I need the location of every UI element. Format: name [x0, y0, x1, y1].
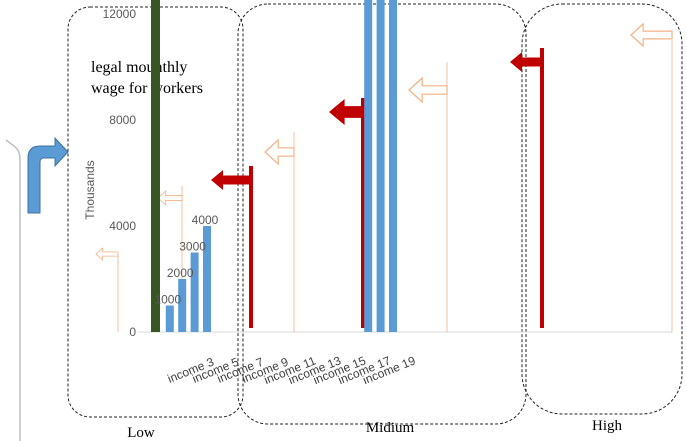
data-label: 3000 [179, 240, 206, 254]
bar [364, 0, 373, 332]
red-arrow-icon [211, 170, 251, 190]
bar [190, 252, 199, 332]
outline-arrow-icon [408, 76, 448, 104]
bent-arrow-icon [27, 136, 69, 214]
group-box-medium [237, 3, 527, 425]
y-tick-label: 8000 [109, 113, 136, 127]
group-label-medium: Midium [366, 420, 415, 436]
group-label-high: High [592, 418, 623, 434]
minimum-wage-bar [151, 0, 160, 332]
group-label-low: Low [127, 425, 155, 441]
left-panel-edge [5, 139, 21, 441]
data-label: 2000 [167, 266, 194, 280]
outline-arrow-icon [157, 190, 183, 206]
outline-arrow-icon [95, 247, 119, 261]
bar [203, 226, 211, 332]
decorations [95, 22, 673, 332]
bars-layer [151, 0, 397, 332]
y-tick-label: 4000 [109, 219, 136, 233]
bar [178, 279, 187, 332]
red-arrow-icon [329, 99, 363, 125]
outline-arrow-icon [630, 22, 673, 48]
y-tick-label: 12000 [103, 7, 137, 21]
data-label: 4000 [192, 213, 219, 227]
y-axis-title: Thousands [83, 160, 97, 219]
outline-arrow-icon [264, 138, 295, 166]
data-label: 1000 [154, 293, 181, 307]
red-arrow-icon [510, 52, 542, 72]
annotation-line-1: legal mounthly [91, 59, 187, 76]
bar [165, 305, 174, 332]
bar [389, 0, 397, 332]
bar [376, 0, 385, 332]
annotation-line-2: wage for workers [91, 80, 203, 97]
group-box-high [521, 3, 683, 415]
y-tick-label: 0 [129, 325, 136, 339]
